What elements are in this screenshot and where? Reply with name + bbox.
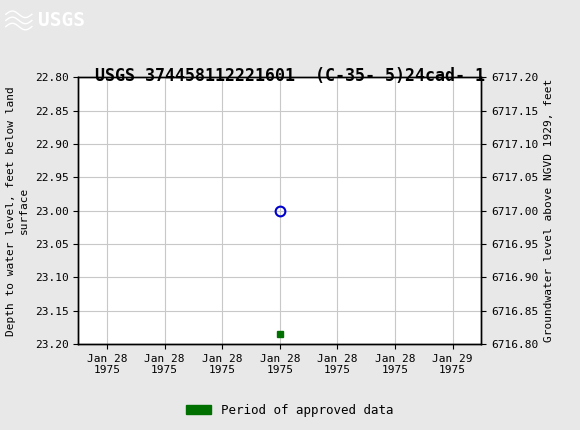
Legend: Period of approved data: Period of approved data xyxy=(181,399,399,421)
Y-axis label: Depth to water level, feet below land
surface: Depth to water level, feet below land su… xyxy=(6,86,29,335)
Text: USGS 374458112221601  (C-35- 5)24cad- 1: USGS 374458112221601 (C-35- 5)24cad- 1 xyxy=(95,67,485,85)
Text: USGS: USGS xyxy=(38,11,85,30)
Y-axis label: Groundwater level above NGVD 1929, feet: Groundwater level above NGVD 1929, feet xyxy=(544,79,554,342)
